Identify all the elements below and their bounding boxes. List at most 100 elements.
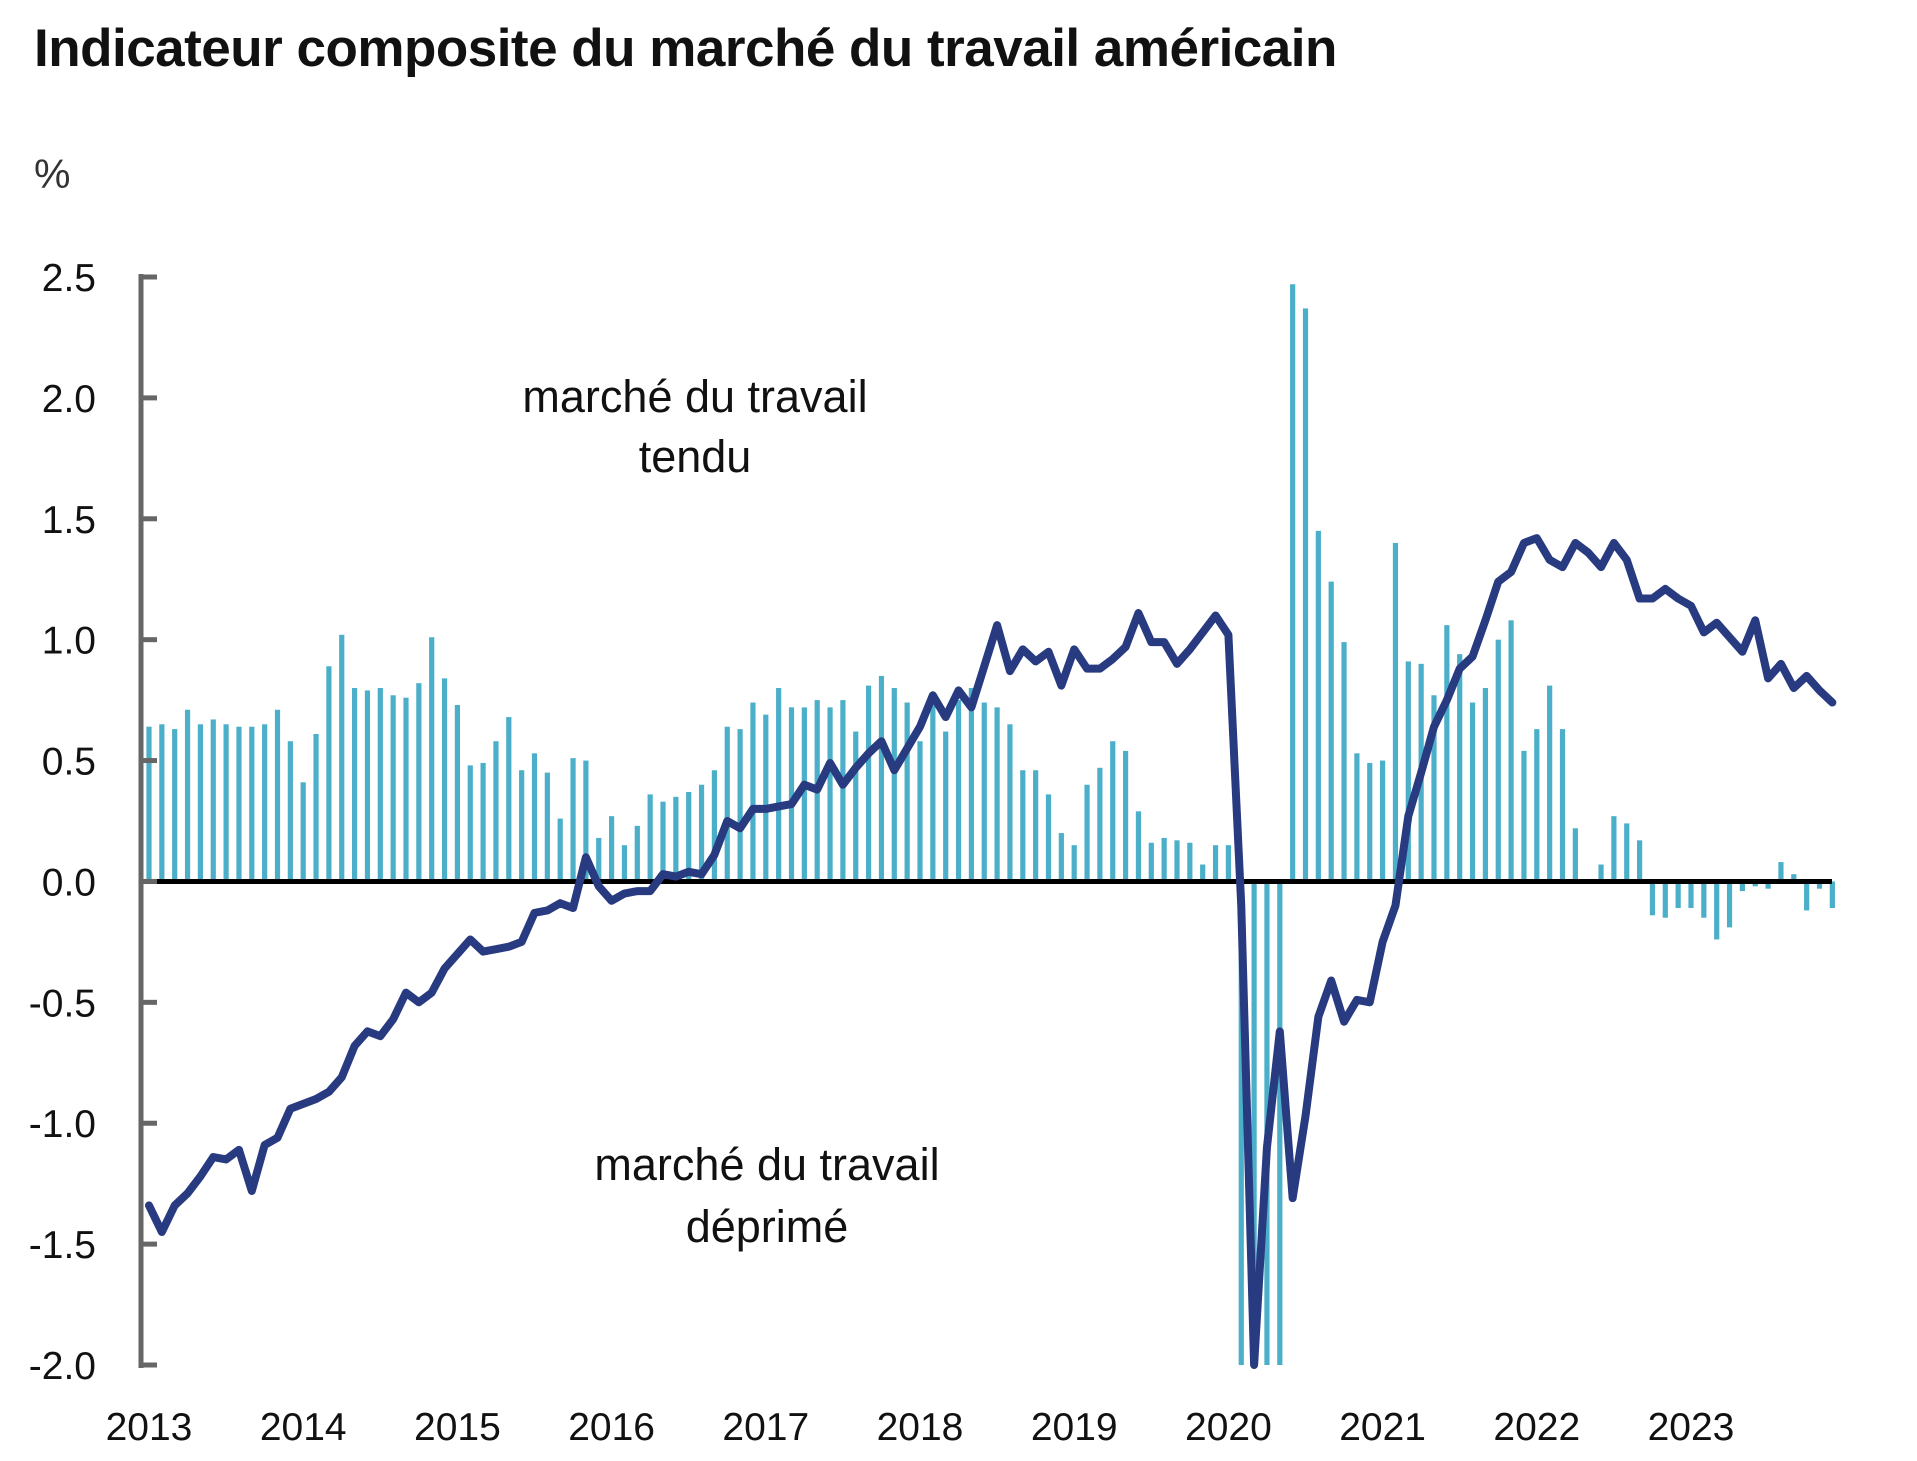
bar [223,724,229,882]
bar [1804,881,1810,911]
bar [454,704,460,882]
annotation-depressed-line-2: déprimé [686,1201,849,1252]
bar [1431,695,1437,882]
bar [429,637,435,882]
bar [1547,685,1553,882]
y-axis-unit-label: % [34,151,70,197]
bar [339,634,345,882]
bar [1354,753,1360,882]
bar [544,772,550,882]
bar [647,794,653,882]
bar [1007,724,1013,882]
bar [1097,767,1103,882]
bar [467,765,473,882]
bar [1110,741,1116,882]
bar [1637,840,1643,882]
bar [1469,702,1476,882]
bar [904,702,910,882]
bar [300,782,306,882]
bar [943,731,949,882]
bar [1058,833,1064,882]
bar [570,758,576,882]
bar [1071,845,1077,882]
bar [827,707,833,882]
bar-series [146,284,1835,1365]
x-axis-ticks: 2013 2014 2015 2016 2017 2018 2019 2020 2021 2022… [106,1406,1735,1449]
x-tick-label: 2022 [1493,1406,1580,1449]
bar [853,731,859,882]
x-tick-label: 2023 [1648,1406,1735,1449]
y-axis-ticks: 2.5 2.0 1.5 1.0 0.5 0.0 -0.5 -1.0 -1.5 -2.0 [29,257,157,1388]
bar [1508,620,1514,882]
bar [1714,881,1720,940]
y-tick-label: -1.0 [29,1103,96,1146]
bar [1495,639,1501,882]
bar [531,753,538,882]
bar [788,707,795,882]
bar [698,784,705,882]
bar [1739,881,1745,892]
x-tick-label: 2016 [568,1406,655,1449]
bar [274,709,281,882]
bar [1251,881,1257,1365]
bar [557,818,563,882]
bar [1123,750,1129,882]
bar [184,709,191,882]
bar [801,707,807,882]
bar [1701,881,1707,918]
bar [1534,729,1540,882]
bar [1148,842,1154,882]
bar [1559,729,1566,882]
bar [1302,308,1309,882]
y-tick-label: 2.0 [42,378,96,421]
bar [493,741,499,882]
bar [1624,823,1630,882]
bar [352,688,358,882]
bar [1277,881,1283,1365]
bar [1315,530,1321,882]
bar [1688,881,1694,909]
bar [313,733,319,882]
x-tick-label: 2019 [1031,1406,1118,1449]
bar [763,714,769,882]
bar [1521,750,1527,882]
bar [236,726,242,882]
bar [1135,811,1142,882]
bar [724,726,730,882]
annotation-tight-line-1: marché du travail [522,371,867,422]
bar [1649,881,1656,916]
bar [673,796,679,882]
y-tick-label: -0.5 [29,982,96,1025]
bar [968,688,974,882]
bar [1200,864,1206,882]
bar [1380,760,1386,882]
bar [1020,770,1026,882]
bar [1225,845,1231,882]
bar [416,683,422,882]
bar [878,675,885,882]
bar [390,695,396,882]
bar [197,724,203,882]
bar [441,678,448,882]
y-tick-label: -2.0 [29,1345,96,1388]
annotation-depressed-line-1: marché du travail [594,1139,939,1190]
bar [917,741,923,882]
bar [1045,794,1052,882]
x-tick-label: 2021 [1339,1406,1426,1449]
bar [172,729,178,882]
bar [1444,625,1450,882]
y-tick-label: 1.5 [42,499,96,542]
bar [660,801,666,882]
bar [210,719,216,882]
bar [609,816,615,882]
bar [377,688,383,882]
bar [1290,284,1296,882]
y-tick-label: -1.5 [29,1224,96,1267]
bar [159,724,165,882]
x-tick-label: 2014 [260,1406,347,1449]
annotation-tight-line-2: tendu [639,431,752,482]
bar [1033,770,1039,882]
bar [1238,881,1244,1365]
bar [1161,837,1167,882]
